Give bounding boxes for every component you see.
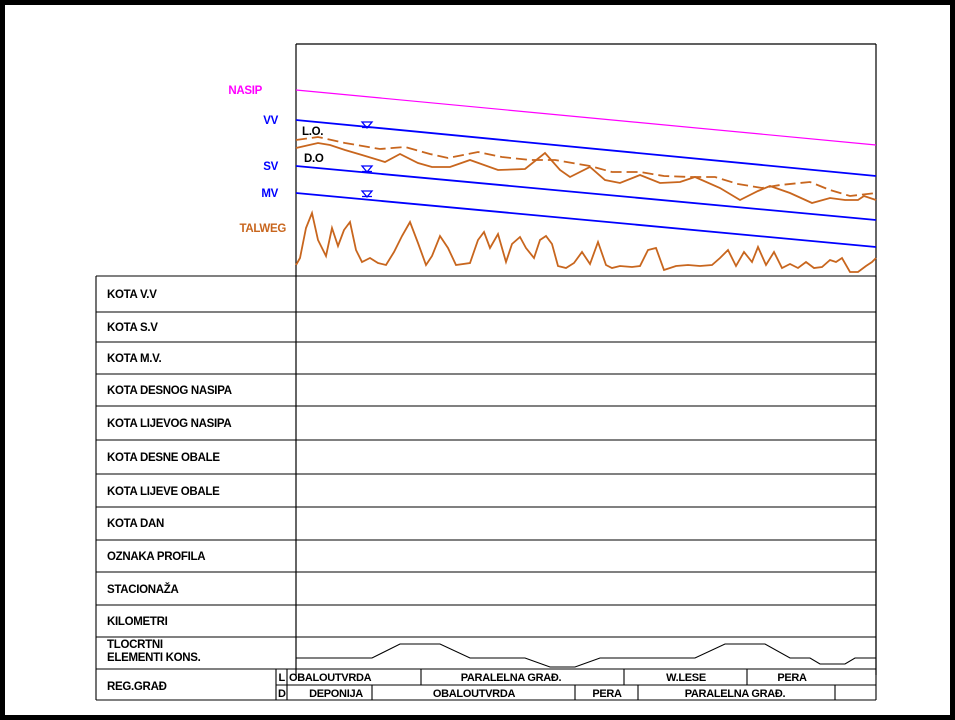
- left-segment-pera: PERA: [777, 672, 807, 684]
- nasip-line: [295, 89, 877, 146]
- row-kilometri: KILOMETRI: [107, 616, 168, 628]
- construction-segments: OBALOUTVRDA PARALELNA GRAĐ. W.LESE PERA …: [289, 672, 807, 700]
- left-bank-label: L.O.: [302, 126, 323, 138]
- left-segment-obaloutvrda: OBALOUTVRDA: [289, 672, 372, 684]
- plan-elements-line: [296, 643, 876, 668]
- row-kota-desne-obale: KOTA DESNE OBALE: [107, 452, 220, 464]
- right-segment-paralelna: PARALELNA GRAĐ.: [685, 688, 786, 700]
- left-bank-line: [295, 136, 877, 197]
- mv-label: MV: [261, 188, 278, 200]
- row-kota-dan: KOTA DAN: [107, 518, 164, 530]
- sv-marker-icon: [360, 165, 374, 174]
- right-bank-label: D.O: [304, 153, 324, 165]
- row-tlocrtni-line1: TLOCRTNI: [107, 639, 163, 651]
- side-d-label: D: [278, 688, 286, 700]
- right-segment-obaloutvrda: OBALOUTVRDA: [433, 688, 516, 700]
- row-kota-lijevog-nasipa: KOTA LIJEVOG NASIPA: [107, 418, 231, 430]
- profile-plot: NASIP VV SV MV TALWEG L.O. D.O: [228, 43, 877, 675]
- row-reg-grad: REG.GRAĐ: [107, 681, 167, 693]
- vv-marker-icon: [360, 121, 374, 130]
- left-segment-wlese: W.LESE: [666, 672, 706, 684]
- row-oznaka-profila: OZNAKA PROFILA: [107, 551, 205, 563]
- left-segment-paralelna: PARALELNA GRAĐ.: [461, 672, 562, 684]
- side-l-label: L: [279, 672, 286, 684]
- right-segment-deponija: DEPONIJA: [309, 688, 363, 700]
- row-tlocrtni-line2: ELEMENTI KONS.: [107, 652, 201, 664]
- vv-line: [295, 119, 877, 177]
- row-stacionaza: STACIONAŽA: [107, 583, 179, 596]
- mv-line: [295, 192, 877, 248]
- row-kota-vv: KOTA V.V: [107, 289, 157, 301]
- right-bank-line: [295, 142, 877, 204]
- row-kota-desnog-nasipa: KOTA DESNOG NASIPA: [107, 385, 232, 397]
- row-kota-mv: KOTA M.V.: [107, 353, 161, 365]
- right-segment-pera: PERA: [592, 688, 622, 700]
- row-kota-sv: KOTA S.V: [107, 322, 158, 334]
- row-kota-lijeve-obale: KOTA LIJEVE OBALE: [107, 486, 220, 498]
- nasip-label: NASIP: [228, 85, 262, 97]
- row-labels: KOTA V.V KOTA S.V KOTA M.V. KOTA DESNOG …: [107, 289, 286, 700]
- sv-line: [295, 165, 877, 221]
- sv-label: SV: [263, 161, 278, 173]
- vv-label: VV: [263, 115, 278, 127]
- talweg-label: TALWEG: [239, 223, 286, 235]
- talweg-line: [295, 209, 877, 273]
- mv-marker-icon: [360, 190, 374, 199]
- data-table: [95, 275, 877, 701]
